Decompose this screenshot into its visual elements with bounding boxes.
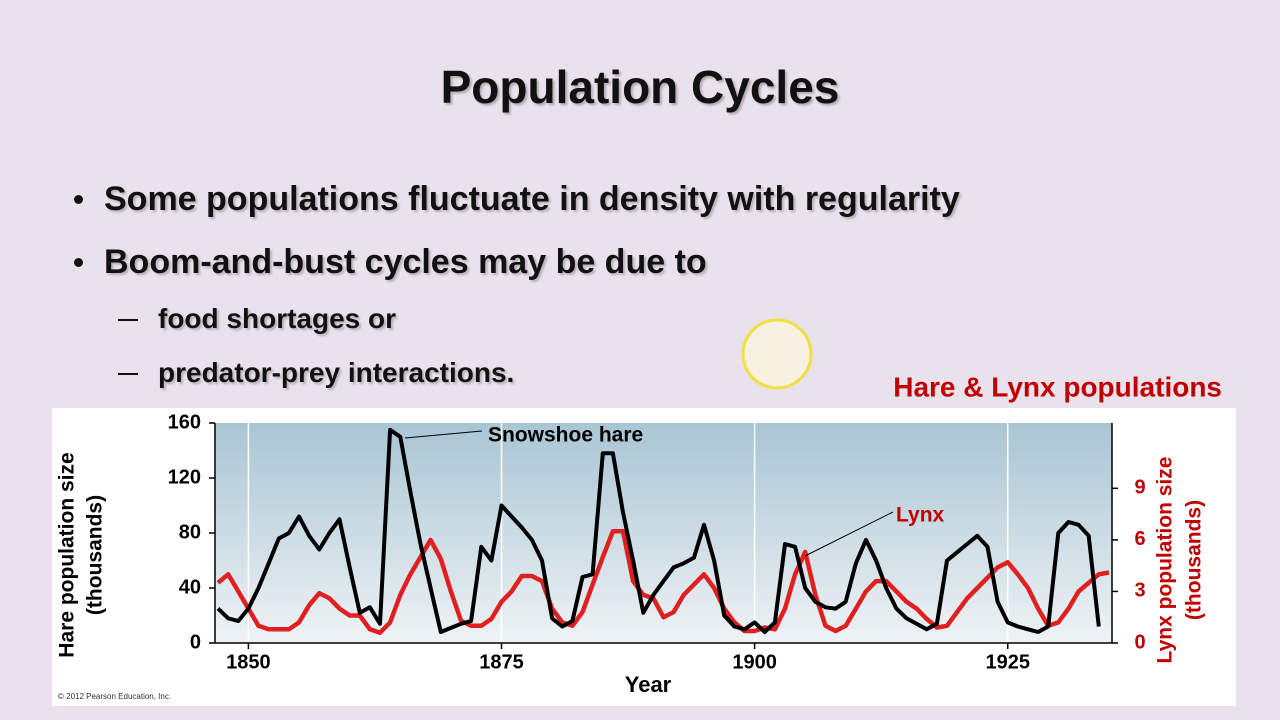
annotation: Snowshoe hare bbox=[488, 424, 643, 447]
y-tick-label: 0 bbox=[190, 631, 201, 653]
series-line bbox=[216, 529, 1110, 635]
bullet-text: food shortages or bbox=[158, 303, 397, 334]
y2-tick-label: 0 bbox=[1134, 631, 1145, 653]
bullet-marker bbox=[74, 195, 83, 204]
x-tick-label: 1900 bbox=[732, 651, 777, 673]
bullet-text: predator-prey interactions. bbox=[158, 357, 515, 388]
annotation-leader bbox=[404, 430, 483, 439]
x-tick-label: 1925 bbox=[985, 651, 1030, 673]
bullet-text: Boom-and-bust cycles may be due to bbox=[104, 243, 707, 281]
x-tick-label: 1850 bbox=[226, 651, 271, 673]
y-tick-label: 40 bbox=[179, 576, 201, 598]
bullet-marker bbox=[74, 258, 83, 267]
annotation: Lynx bbox=[896, 504, 945, 527]
plot-area bbox=[215, 423, 1112, 643]
y-tick-label: 120 bbox=[168, 466, 201, 488]
y2-axis-label: Lynx population size bbox=[1154, 457, 1177, 664]
bullet-text: Some populations fluctuate in density wi… bbox=[104, 180, 960, 218]
bullet-list: Some populations fluctuate in density wi… bbox=[0, 175, 960, 409]
bullet: food shortages or bbox=[0, 301, 960, 355]
bullet: predator-prey interactions. bbox=[0, 355, 960, 409]
series-line bbox=[216, 427, 1101, 634]
y2-tick-label: 3 bbox=[1134, 580, 1145, 602]
cursor-highlight bbox=[741, 318, 813, 390]
bullet-marker bbox=[118, 319, 138, 321]
annotation-leader bbox=[804, 511, 894, 557]
y2-tick-label: 6 bbox=[1134, 528, 1145, 550]
y-tick-label: 80 bbox=[179, 521, 201, 543]
slide-title: Population Cycles bbox=[440, 61, 840, 113]
bullet: Boom-and-bust cycles may be due to bbox=[0, 238, 960, 301]
x-tick-label: 1875 bbox=[479, 651, 524, 673]
y2-tick-label: 9 bbox=[1134, 477, 1145, 499]
y-axis-label: Hare population size bbox=[56, 452, 79, 657]
bullet: Some populations fluctuate in density wi… bbox=[0, 175, 960, 238]
y-axis-label: (thousands) bbox=[84, 495, 107, 615]
x-axis-label: Year bbox=[625, 672, 672, 697]
y2-axis-label: (thousands) bbox=[1183, 500, 1206, 620]
bullet-marker bbox=[118, 373, 138, 375]
copyright: © 2012 Pearson Education, Inc. bbox=[58, 692, 171, 701]
y-tick-label: 160 bbox=[168, 411, 201, 433]
chart-heading: Hare & Lynx populations bbox=[893, 371, 1222, 402]
